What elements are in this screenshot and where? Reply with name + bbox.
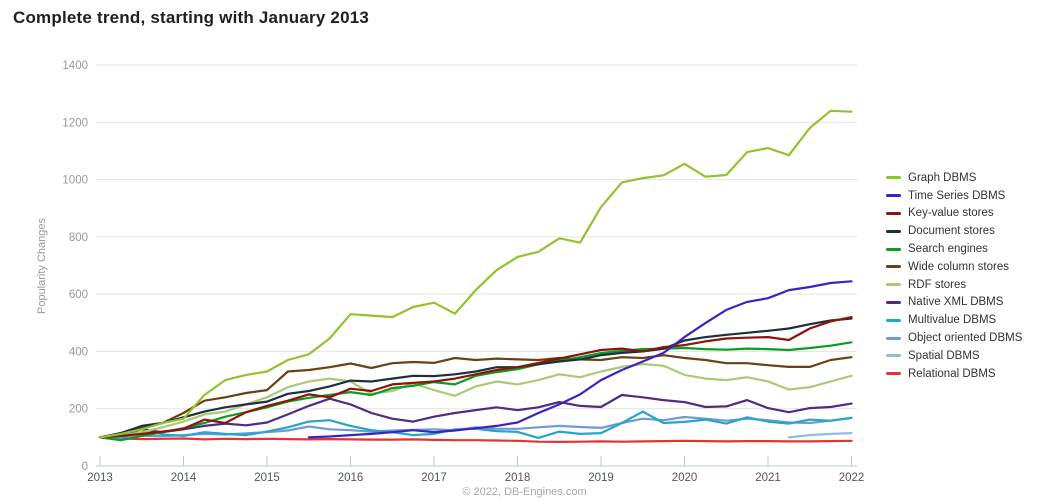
legend-item-document-stores: Document stores (886, 222, 1022, 240)
x-tick-label: 2018 (505, 472, 531, 484)
y-tick-label: 600 (69, 289, 88, 301)
legend-item-relational-dbms: Relational DBMS (886, 365, 1022, 383)
legend-label: Document stores (908, 225, 995, 238)
legend-item-multivalue-dbms: Multivalue DBMS (886, 311, 1022, 329)
series-line-relational-dbms[interactable] (98, 436, 853, 443)
legend-swatch-search-engines (886, 247, 901, 251)
x-tick-label: 2013 (87, 472, 113, 484)
legend-item-key-value-stores: Key-value stores (886, 205, 1022, 223)
chart-title: Complete trend, starting with January 20… (13, 8, 370, 27)
legend-item-time-series-dbms: Time Series DBMS (886, 187, 1022, 205)
legend-swatch-document-stores (886, 229, 901, 233)
legend-swatch-object-oriented-dbms (886, 336, 901, 340)
legend-label: Search engines (908, 243, 988, 256)
series-line-spatial-dbms[interactable] (787, 432, 853, 439)
series-line-key-value-stores[interactable] (98, 316, 853, 439)
x-tick-label: 2021 (755, 472, 781, 484)
x-tick-label: 2014 (171, 472, 197, 484)
legend-label: Spatial DBMS (908, 349, 980, 362)
legend: Graph DBMS Time Series DBMS Key-value stor… (886, 169, 1022, 383)
series-line-rdf-stores[interactable] (98, 362, 853, 439)
legend-item-native-xml-dbms: Native XML DBMS (886, 294, 1022, 312)
y-tick-label: 1200 (62, 117, 88, 129)
legend-item-rdf-stores: RDF stores (886, 276, 1022, 294)
legend-item-wide-column-stores: Wide column stores (886, 258, 1022, 276)
legend-swatch-wide-column-stores (886, 265, 901, 269)
x-tick-label: 2015 (254, 472, 280, 484)
legend-item-graph-dbms: Graph DBMS (886, 169, 1022, 187)
legend-label: Graph DBMS (908, 171, 977, 184)
legend-label: Key-value stores (908, 207, 994, 220)
y-tick-label: 0 (82, 461, 88, 473)
x-tick-label: 2022 (839, 472, 865, 484)
series-line-time-series-dbms[interactable] (307, 280, 853, 439)
series-line-native-xml-dbms[interactable] (98, 393, 853, 439)
legend-label: RDF stores (908, 278, 967, 291)
legend-swatch-multivalue-dbms (886, 318, 901, 322)
series-line-graph-dbms[interactable] (98, 109, 853, 439)
legend-label: Relational DBMS (908, 367, 996, 380)
legend-swatch-rdf-stores (886, 283, 901, 287)
legend-swatch-key-value-stores (886, 211, 901, 215)
x-tick-label: 2017 (421, 472, 447, 484)
series-line-document-stores[interactable] (98, 317, 853, 439)
legend-item-spatial-dbms: Spatial DBMS (886, 347, 1022, 365)
legend-label: Time Series DBMS (908, 189, 1006, 202)
x-tick-label: 2020 (672, 472, 698, 484)
y-tick-label: 800 (69, 232, 88, 244)
series-line-search-engines[interactable] (98, 341, 853, 442)
y-tick-label: 1000 (62, 175, 88, 187)
series-line-wide-column-stores[interactable] (98, 354, 853, 439)
legend-swatch-graph-dbms (886, 176, 901, 180)
y-tick-label: 400 (69, 346, 88, 358)
legend-item-object-oriented-dbms: Object oriented DBMS (886, 329, 1022, 347)
legend-swatch-native-xml-dbms (886, 300, 901, 304)
y-tick-label: 1400 (62, 60, 88, 72)
legend-swatch-relational-dbms (886, 372, 901, 376)
legend-label: Wide column stores (908, 260, 1009, 273)
legend-label: Multivalue DBMS (908, 314, 997, 327)
y-tick-label: 200 (69, 404, 88, 416)
legend-label: Native XML DBMS (908, 296, 1004, 309)
copyright-footer: © 2022, DB-Engines.com (462, 486, 587, 498)
legend-swatch-time-series-dbms (886, 194, 901, 198)
x-tick-label: 2019 (588, 472, 614, 484)
legend-label: Object oriented DBMS (908, 332, 1023, 345)
legend-swatch-spatial-dbms (886, 354, 901, 358)
legend-item-search-engines: Search engines (886, 240, 1022, 258)
x-tick-label: 2016 (338, 472, 364, 484)
